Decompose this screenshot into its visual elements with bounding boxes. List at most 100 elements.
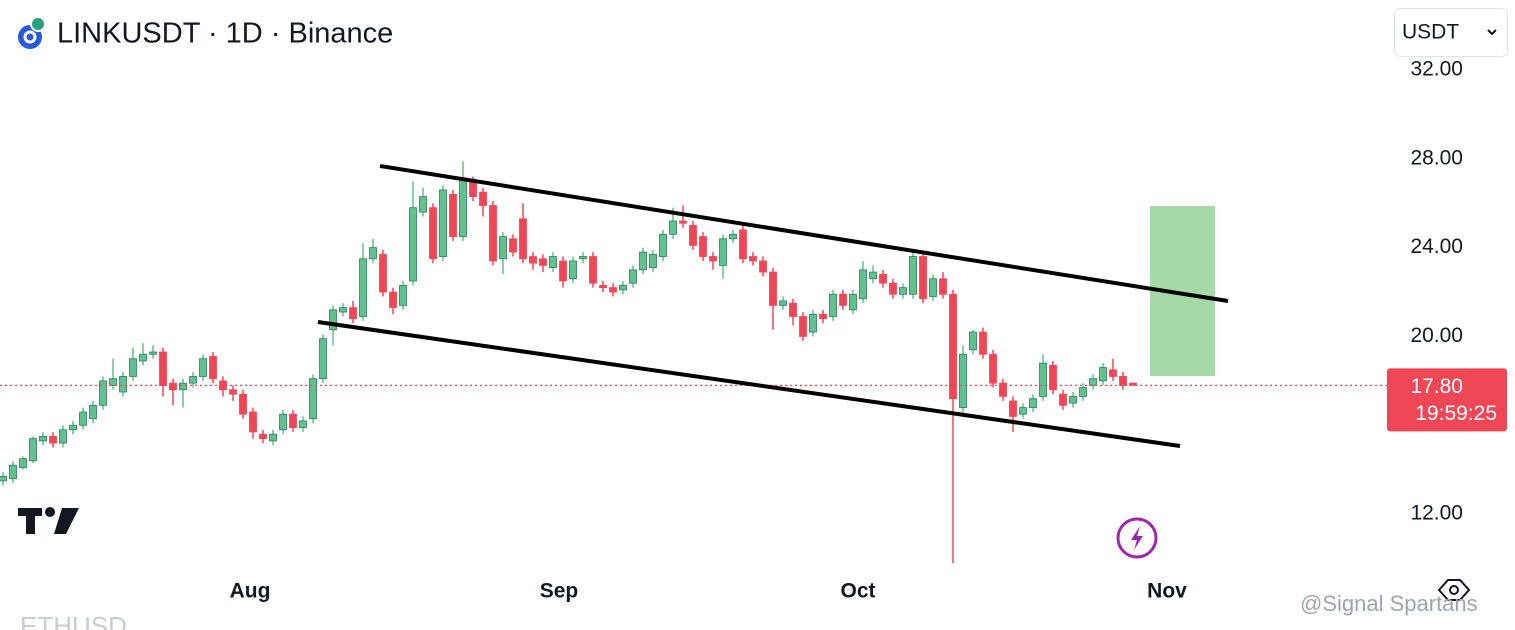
watermark: @Signal Spartans [1300,591,1478,616]
candle-body [839,293,847,306]
candle-body [689,225,697,246]
candle-body [1129,382,1137,386]
currency-select[interactable] [1394,8,1508,57]
candle-body [129,358,137,377]
candle-body [869,271,877,280]
price-axis: 32.0028.0024.0020.0016.0012.00AugSepOctN… [230,58,1507,603]
y-tick-label: 12.00 [1410,502,1463,525]
candle-body [699,236,707,257]
lower-trendline [317,320,1181,448]
candle-body [529,256,537,264]
candle-body [919,256,927,300]
candle-body [829,293,837,317]
candle-body [479,191,487,206]
candle-body [1039,362,1047,397]
candle-body [1009,400,1017,417]
candle-body [729,233,737,240]
candle-body [139,353,147,362]
candle-body [249,411,257,433]
candle-body [259,433,267,440]
lightning-bolt [1131,526,1143,550]
candle-body [619,285,627,291]
candle-body [739,229,747,260]
currency-label[interactable]: USDT [1402,21,1459,44]
candle-body [39,436,47,442]
candle-body [379,253,387,293]
candle-body [289,413,297,428]
last-price-box [1387,368,1507,432]
candle-body [1089,378,1097,386]
y-tick-label: 32.00 [1410,58,1463,81]
candle-body [999,382,1007,397]
candle-body [69,424,77,431]
candle-body [969,331,977,351]
x-tick-label: Aug [230,580,271,603]
channel [317,164,1229,448]
candle-body [899,287,907,295]
candle-body [679,220,687,224]
candle-body [929,278,937,297]
candle-body [629,269,637,284]
candle-body [599,285,607,289]
candle-body [19,458,27,468]
candle-body [339,307,347,313]
candle-body [649,253,657,269]
candle-body [99,380,107,406]
candle-body [389,291,397,309]
candle-body [269,433,277,442]
candle-body [1059,393,1067,406]
candle-body [189,376,197,384]
candle-body [459,178,467,237]
countdown-label: 19:59:25 [1415,402,1497,425]
candle-body [1069,396,1077,404]
candle-body [979,331,987,355]
candle-body [329,309,337,331]
candle-body [449,193,457,237]
candle-body [659,233,667,257]
candle-body [519,218,527,260]
x-tick-label: Sep [540,580,579,603]
candle-body [709,256,717,262]
candle-body [369,247,377,260]
candle-body [1109,369,1117,377]
candle-body [819,313,827,320]
x-tick-label: Oct [840,580,875,603]
candle-body [59,429,67,444]
candle-body [29,438,37,462]
settings-icon[interactable] [1437,579,1471,601]
y-tick-label: 24.00 [1410,235,1463,258]
plot-area [0,161,1385,563]
candle-body [1119,376,1127,386]
candle-body [539,258,547,266]
candle-body [639,251,647,271]
candle-body [159,351,167,386]
candle-body [669,220,677,235]
candle-body [199,358,207,377]
candle-body [169,382,177,391]
upper-trendline [379,164,1229,303]
candle-body [809,313,817,333]
candle-body [79,411,87,426]
candle-body [1029,398,1037,408]
candle-body [1049,364,1057,391]
candle-body [499,236,507,260]
y-tick-label: 20.00 [1410,324,1463,347]
candle-body [299,420,307,428]
candle-body [759,260,767,273]
candle-body [959,353,967,408]
y-tick-label: 28.00 [1410,146,1463,169]
tv-logo [18,507,79,534]
candle-body [1079,387,1087,397]
candle-body [489,205,497,262]
candle-body [889,282,897,295]
candle-body [469,180,477,197]
candle-body [109,378,117,386]
candle-body [939,278,947,295]
candle-body [209,356,217,380]
candle-body [9,464,17,480]
candle-body [119,376,127,393]
candle-body [149,351,157,355]
candle-body [399,285,407,306]
lightning-icon[interactable] [1116,517,1158,559]
candle-body [549,256,557,269]
